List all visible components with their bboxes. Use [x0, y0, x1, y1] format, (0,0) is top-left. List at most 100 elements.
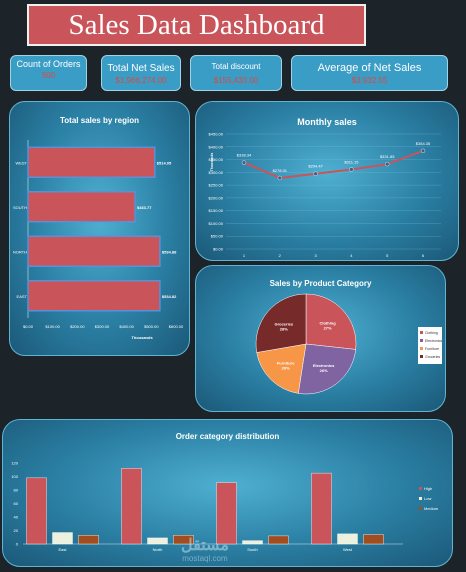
order-axis-tick: 20	[14, 528, 19, 533]
order-legend-swatch	[419, 507, 422, 510]
region-bar	[27, 191, 136, 223]
order-legend-swatch	[419, 487, 422, 490]
kpi-count-of-orders: Count of Orders 500	[10, 55, 87, 91]
region-axis-tick: $100.00	[45, 324, 60, 329]
region-sales-chart: WEST $514.05 SOUTH $433.77 NORTH $534.88 EAST $…	[13, 140, 184, 340]
region-axis-tick: $300.00	[95, 324, 110, 329]
kpi-label: Count of Orders	[16, 59, 81, 69]
region-tick-label: EAST	[17, 294, 28, 299]
kpi-label: Average of Net Sales	[317, 62, 422, 74]
pie-legend-label: Electronics	[425, 339, 442, 343]
region-axis-tick: $500.00	[144, 324, 159, 329]
region-axis-tick: $0.00	[23, 324, 34, 329]
order-x-tick: East	[58, 547, 67, 552]
pie-data-label: Furniture	[277, 361, 295, 366]
monthly-point	[420, 148, 426, 153]
monthly-axis-tick: $450.00	[209, 132, 224, 137]
region-tick-label: SOUTH	[13, 205, 27, 210]
kpi-value: $155,433.00	[213, 76, 259, 85]
monthly-point	[241, 160, 247, 165]
monthly-axis-tick: $400.00	[209, 144, 224, 149]
order-bar	[121, 468, 142, 545]
order-x-tick: South	[247, 547, 257, 552]
chart-title: Order category distribution	[175, 432, 280, 441]
pie-legend-label: Groceries	[425, 355, 440, 359]
region-axis-tick: $600.00	[169, 324, 184, 329]
monthly-point	[277, 175, 283, 181]
watermark-url: mostaql.com	[182, 554, 228, 563]
pie-data-label: 20%	[282, 366, 290, 371]
monthly-data-label: $384.35	[416, 141, 431, 146]
dashboard-title-box: Sales Data Dashboard	[27, 4, 366, 46]
monthly-data-label: $338.34	[237, 153, 252, 158]
pie-data-label: 28%	[280, 326, 288, 331]
order-bar	[311, 472, 332, 545]
region-tick-label: NORTH	[13, 249, 27, 254]
region-bar	[27, 235, 161, 267]
order-bar	[173, 535, 194, 545]
kpi-total-net-sales: Total Net Sales $1,966,274.00	[101, 55, 181, 91]
dashboard-title: Sales Data Dashboard	[68, 8, 325, 41]
order-bar	[147, 537, 168, 545]
monthly-sales-panel: Monthly sales $0.00 $50.00 $100.00 $150.00 $…	[195, 101, 459, 261]
kpi-average-net-sales: Average of Net Sales $3,932.55	[291, 55, 448, 91]
order-bar	[78, 535, 99, 545]
order-axis-tick: 80	[14, 488, 19, 493]
kpi-label: Total Net Sales	[107, 63, 175, 74]
order-bar	[268, 535, 289, 545]
order-bar	[26, 477, 47, 545]
region-bar	[27, 280, 161, 312]
monthly-axis-tick: $100.00	[209, 221, 224, 226]
order-legend-label: Low	[424, 496, 431, 501]
region-axis-tick: $400.00	[119, 324, 134, 329]
order-legend-label: High	[424, 486, 432, 491]
kpi-label: Total discount	[211, 62, 261, 71]
pie-legend-label: Furniture	[425, 347, 439, 351]
order-axis-tick: 120	[11, 461, 18, 466]
order-category-panel: Order category distribution 0 20 40 60 80 100…	[2, 419, 453, 567]
order-legend-swatch	[419, 497, 422, 500]
kpi-value: $3,932.55	[351, 76, 388, 85]
pie-data-label: 26%	[320, 368, 328, 373]
monthly-axis-title: Thousands	[210, 153, 214, 172]
product-category-chart: Clothing27%Electronics26%Furniture20%Gro…	[255, 293, 442, 395]
region-data-label: $433.77	[137, 205, 152, 210]
monthly-point	[313, 171, 318, 176]
monthly-axis-tick: $250.00	[209, 183, 224, 188]
monthly-data-label: $278.01	[273, 168, 288, 173]
pie-data-label: Clothing	[319, 321, 336, 326]
kpi-total-discount: Total discount $155,433.00	[190, 55, 282, 91]
pie-data-label: Groceries	[274, 321, 293, 326]
monthly-x-tick: 5	[386, 253, 389, 258]
pie-data-label: Electronics	[313, 363, 335, 368]
region-axis-tick: $200.00	[70, 324, 85, 329]
pie-slice	[255, 293, 307, 353]
pie-legend-swatch	[420, 355, 423, 358]
chart-title: Total sales by region	[60, 116, 139, 125]
monthly-axis-tick: $300.00	[209, 170, 224, 175]
order-x-tick: North	[153, 547, 163, 552]
order-category-chart: 0 20 40 60 80 100 120 East North South West High Low…	[11, 461, 439, 553]
order-legend-label: Medium	[424, 506, 439, 511]
monthly-data-label: $331.85	[380, 154, 395, 159]
order-bar	[337, 533, 358, 545]
region-tick-label: WEST	[15, 160, 27, 165]
monthly-axis-tick: $350.00	[209, 157, 224, 162]
chart-title: Monthly sales	[297, 117, 357, 127]
monthly-point	[349, 167, 354, 172]
monthly-point	[384, 161, 390, 167]
chart-title: Sales by Product Category	[269, 279, 372, 288]
pie-legend-label: Clothing	[425, 331, 438, 335]
order-bar	[52, 532, 73, 545]
monthly-data-label: $294.47	[308, 164, 323, 169]
pie-legend-swatch	[420, 331, 423, 334]
order-axis-tick: 40	[14, 515, 19, 520]
region-data-label: $514.05	[157, 160, 172, 165]
region-bar	[27, 146, 156, 178]
watermark-text: مستقل	[181, 537, 229, 554]
monthly-x-tick: 1	[243, 253, 246, 258]
order-x-tick: West	[343, 547, 353, 552]
monthly-axis-tick: $50.00	[211, 234, 224, 239]
region-data-label: $534.88	[162, 249, 177, 254]
monthly-axis-tick: $0.00	[213, 247, 224, 252]
